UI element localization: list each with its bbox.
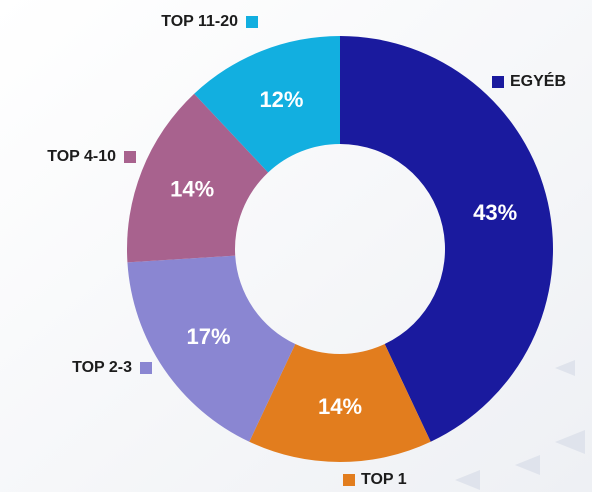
- legend-marker: [343, 474, 355, 486]
- legend-marker: [124, 151, 136, 163]
- value-label: 43%: [473, 200, 517, 225]
- legend-marker: [492, 76, 504, 88]
- value-label: 17%: [186, 324, 230, 349]
- decor: [455, 360, 585, 490]
- legend-label: TOP 1: [361, 471, 407, 488]
- legend-label: TOP 11-20: [161, 13, 238, 30]
- legend-marker: [246, 16, 258, 28]
- legend-marker: [140, 362, 152, 374]
- legend-label: TOP 4-10: [47, 148, 116, 165]
- donut-slice: [127, 255, 296, 442]
- legend-label: TOP 2-3: [72, 359, 132, 376]
- donut-slice: [340, 36, 553, 442]
- donut-slice: [127, 93, 269, 263]
- value-label: 12%: [259, 87, 303, 112]
- value-label: 14%: [170, 176, 214, 201]
- legend-label: EGYÉB: [510, 71, 566, 90]
- value-label: 14%: [318, 394, 362, 419]
- donut-slice: [194, 36, 340, 173]
- donut-slice: [249, 344, 431, 462]
